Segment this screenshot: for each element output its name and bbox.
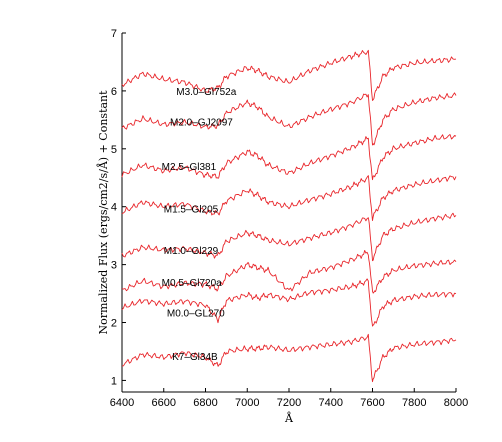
y-axis-label: Normalized Flux (ergs/cm2/s/Å) + Constan… [96,90,110,335]
x-tick-label: 6400 [110,397,134,409]
x-axis-label: Å [284,411,294,425]
series-label: M0.5–Gl720a [162,278,222,289]
series-line [121,249,457,294]
y-tick-label: 1 [111,375,117,387]
series-label: M0.0–GL270 [167,309,225,320]
x-tick-label: 8000 [444,397,468,409]
series-line [121,278,457,327]
series-line [121,92,457,146]
y-tick-label: 3 [111,260,117,272]
y-tick-label: 7 [111,28,117,40]
x-axis-ticks: 6400 6600 6800 7000 7200 7400 7600 7800 8000 [110,388,468,409]
x-tick-label: 6600 [152,397,176,409]
y-axis-ticks: 1 2 3 4 5 6 7 [111,28,126,387]
series-line [121,212,457,262]
y-tick-label: 5 [111,144,117,156]
series-label: M2.0–GJ2097 [170,118,233,129]
x-tick-label: 7600 [360,397,384,409]
series-label: K7–Gl34B [172,352,218,363]
series-label: M1.5–Gl205 [164,205,219,216]
y-tick-label: 6 [111,86,117,98]
series-line [121,49,457,101]
y-tick-label: 4 [111,202,117,214]
x-tick-label: 7000 [235,397,259,409]
series-line [121,175,457,222]
series-label: M1.0–Gl229 [164,246,219,257]
y-tick-label: 2 [111,318,117,330]
x-tick-label: 7200 [277,397,301,409]
series-line [121,333,457,383]
spectra-series [121,49,457,383]
series-label: M2.5–Gl381 [162,162,217,173]
x-tick-label: 7400 [319,397,343,409]
x-tick-label: 7800 [402,397,426,409]
series-line [121,134,457,181]
series-labels: K7–Gl34B M0.0–GL270 M0.5–Gl720a M1.0–Gl229 M… [162,87,237,363]
series-label: M3.0–Gl752a [176,87,236,98]
x-tick-label: 6800 [193,397,217,409]
